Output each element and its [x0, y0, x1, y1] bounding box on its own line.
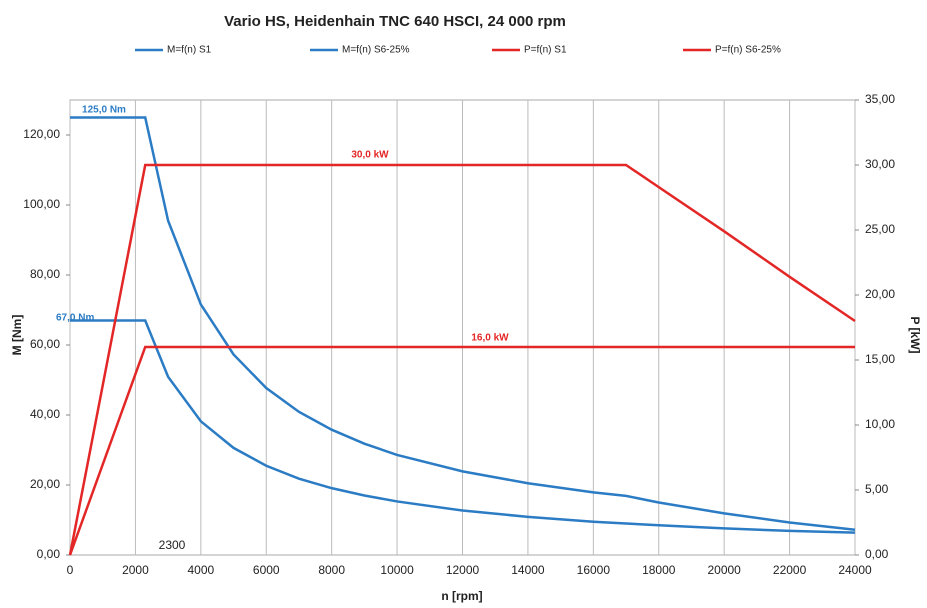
annotation: 16,0 kW — [471, 333, 509, 344]
series-line — [70, 116, 856, 532]
x-tick-label: 12000 — [446, 563, 480, 577]
legend-label: P=f(n) S6-25% — [715, 45, 781, 56]
x-tick-label: 14000 — [511, 563, 545, 577]
series-line — [68, 345, 855, 556]
y-tick-label: 100,00 — [23, 197, 60, 211]
series-line — [68, 163, 856, 556]
x-tick-label: 22000 — [773, 563, 807, 577]
annotation: 2300 — [159, 538, 186, 552]
legend-label: P=f(n) S1 — [524, 45, 567, 56]
x-tick-label: 2000 — [122, 563, 149, 577]
y-axis-label: M [Nm] — [10, 315, 24, 356]
y-tick-label: 40,00 — [30, 407, 60, 421]
annotation: 67,0 Nm — [56, 313, 94, 324]
chart-title: Vario HS, Heidenhain TNC 640 HSCI, 24 00… — [224, 13, 566, 30]
y2-tick-label: 10,00 — [865, 417, 895, 431]
annotation: 125,0 Nm — [82, 105, 126, 116]
x-tick-label: 20000 — [707, 563, 741, 577]
y-tick-label: 120,00 — [23, 127, 60, 141]
legend-label: M=f(n) S6-25% — [342, 45, 410, 56]
y2-tick-label: 35,00 — [865, 92, 895, 106]
y2-tick-label: 30,00 — [865, 157, 895, 171]
x-tick-label: 16000 — [577, 563, 611, 577]
y-tick-label: 20,00 — [30, 477, 60, 491]
x-tick-label: 6000 — [253, 563, 280, 577]
y2-axis-label: P [kW] — [908, 316, 922, 353]
y-tick-label: 0,00 — [37, 547, 61, 561]
y-tick-label: 80,00 — [30, 267, 60, 281]
y2-tick-label: 20,00 — [865, 287, 895, 301]
series-line — [70, 319, 856, 534]
x-tick-label: 18000 — [642, 563, 676, 577]
y2-tick-label: 5,00 — [865, 482, 889, 496]
x-tick-label: 0 — [67, 563, 74, 577]
x-axis-label: n [rpm] — [441, 589, 482, 603]
annotation: 30,0 kW — [351, 150, 389, 161]
y2-tick-label: 25,00 — [865, 222, 895, 236]
y-tick-label: 60,00 — [30, 337, 60, 351]
x-tick-label: 24000 — [838, 563, 872, 577]
y2-tick-label: 0,00 — [865, 547, 889, 561]
x-tick-label: 10000 — [380, 563, 414, 577]
x-tick-label: 8000 — [318, 563, 345, 577]
x-tick-label: 4000 — [187, 563, 214, 577]
legend-label: M=f(n) S1 — [167, 45, 212, 56]
y2-tick-label: 15,00 — [865, 352, 895, 366]
